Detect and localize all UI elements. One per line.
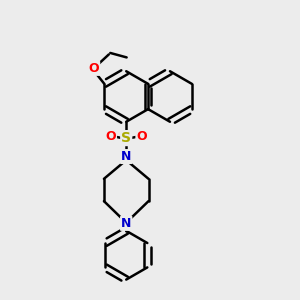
Text: N: N <box>121 217 131 230</box>
Text: S: S <box>121 131 131 145</box>
Text: N: N <box>121 150 131 163</box>
Text: O: O <box>106 130 116 143</box>
Text: O: O <box>88 62 99 75</box>
Text: O: O <box>136 130 147 143</box>
